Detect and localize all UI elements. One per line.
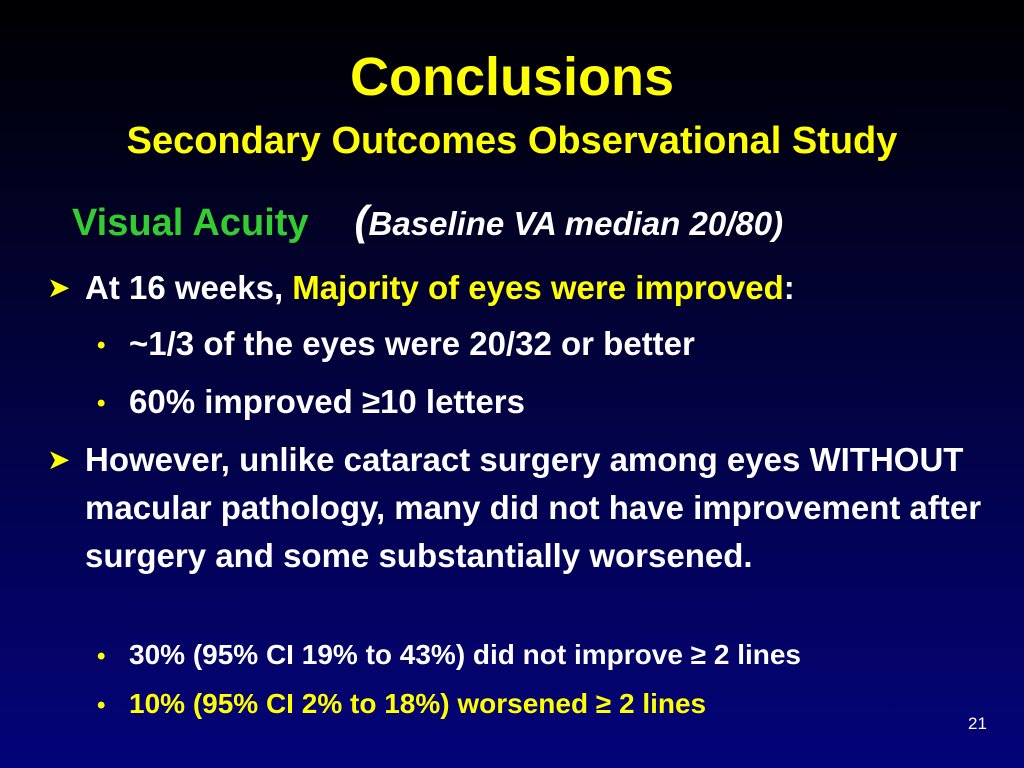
arrowhead-bullet-icon: ➤	[47, 444, 71, 475]
sub-bullet: • ~1/3 of the eyes were 20/32 or better	[97, 321, 695, 369]
bullet-16-weeks: At 16 weeks, Majority of eyes were impro…	[85, 264, 795, 312]
bullet-prefix: At 16 weeks,	[85, 269, 293, 306]
page-number: 21	[968, 714, 987, 733]
arrowhead-bullet-icon: ➤	[47, 272, 71, 303]
section-heading: Visual Acuity (Baseline VA median 20/80)	[72, 196, 783, 249]
sub-bullet: • 30% (95% CI 19% to 43%) did not improve…	[97, 635, 801, 677]
section-note: Baseline VA median 20/80)	[368, 205, 784, 242]
sub-bullet-text: ~1/3 of the eyes were 20/32 or better	[129, 325, 695, 362]
dot-bullet-icon: •	[97, 390, 106, 418]
slide-title: Conclusions	[349, 47, 675, 107]
slide-subtitle: Secondary Outcomes Observational Study	[126, 120, 898, 162]
section-label: Visual Acuity	[72, 202, 309, 244]
bullet-suffix: :	[783, 269, 795, 306]
sub-bullet-text: 10% (95% CI 2% to 18%) worsened ≥ 2 line…	[129, 688, 707, 719]
sub-bullet-text: 60% improved ≥10 letters	[129, 383, 525, 420]
dot-bullet-icon: •	[97, 332, 106, 360]
bullet-however: However, unlike cataract surgery among e…	[85, 441, 982, 574]
sub-bullet: • 10% (95% CI 2% to 18%) worsened ≥ 2 lin…	[97, 684, 706, 726]
dot-bullet-icon: •	[97, 691, 106, 719]
sub-bullet: • 60% improved ≥10 letters	[97, 379, 525, 427]
sub-bullet-text: 30% (95% CI 19% to 43%) did not improve …	[129, 639, 801, 670]
bullet-highlight: Majority of eyes were improved	[292, 269, 784, 306]
section-paren: (	[354, 197, 369, 244]
dot-bullet-icon: •	[97, 642, 106, 670]
